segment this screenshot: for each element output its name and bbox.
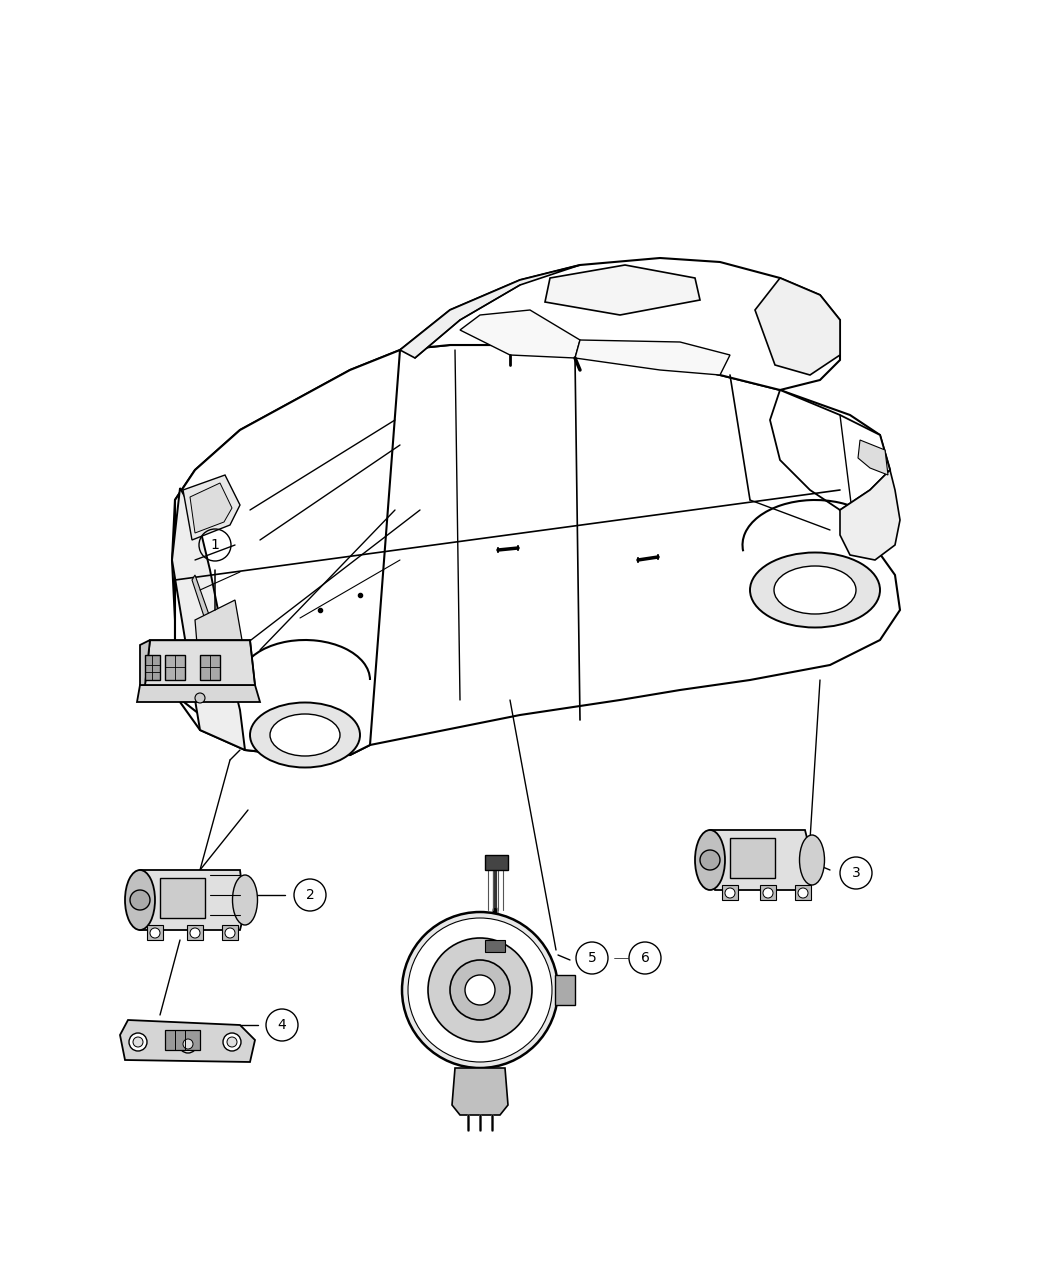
FancyBboxPatch shape [722, 885, 738, 900]
Polygon shape [175, 351, 400, 755]
Polygon shape [136, 685, 260, 703]
FancyBboxPatch shape [222, 924, 238, 940]
Polygon shape [200, 655, 220, 680]
Circle shape [225, 928, 235, 938]
Text: 6: 6 [640, 951, 650, 965]
Polygon shape [145, 640, 255, 685]
Ellipse shape [250, 703, 360, 768]
Polygon shape [755, 278, 840, 375]
Circle shape [150, 928, 160, 938]
Polygon shape [858, 440, 888, 476]
FancyBboxPatch shape [795, 885, 811, 900]
Circle shape [724, 887, 735, 898]
Polygon shape [400, 265, 580, 358]
Ellipse shape [232, 875, 257, 924]
Circle shape [133, 1037, 143, 1047]
Polygon shape [840, 470, 900, 560]
Polygon shape [172, 488, 245, 750]
Circle shape [129, 1033, 147, 1051]
Polygon shape [485, 940, 505, 952]
Circle shape [402, 912, 558, 1068]
Polygon shape [705, 830, 815, 890]
Ellipse shape [799, 835, 824, 885]
Circle shape [450, 960, 510, 1020]
Circle shape [195, 694, 205, 703]
Polygon shape [120, 1020, 255, 1062]
Polygon shape [575, 340, 730, 375]
Polygon shape [545, 265, 700, 315]
Circle shape [227, 1037, 237, 1047]
Text: 4: 4 [277, 1017, 287, 1031]
Polygon shape [160, 878, 205, 918]
Ellipse shape [750, 552, 880, 627]
Polygon shape [165, 655, 185, 680]
Polygon shape [135, 870, 245, 929]
Polygon shape [165, 1030, 200, 1051]
FancyBboxPatch shape [760, 885, 776, 900]
Circle shape [178, 1035, 197, 1053]
Text: 3: 3 [852, 866, 860, 880]
Text: 5: 5 [588, 951, 596, 965]
Polygon shape [183, 476, 240, 541]
Circle shape [408, 918, 552, 1062]
Circle shape [183, 1039, 193, 1049]
Circle shape [763, 887, 773, 898]
Polygon shape [730, 838, 775, 878]
Polygon shape [770, 390, 890, 510]
Circle shape [190, 928, 200, 938]
FancyBboxPatch shape [147, 924, 163, 940]
Circle shape [700, 850, 720, 870]
Text: 1: 1 [211, 538, 219, 552]
Circle shape [223, 1033, 242, 1051]
Polygon shape [192, 575, 238, 703]
Polygon shape [485, 856, 508, 870]
Circle shape [465, 975, 495, 1005]
Polygon shape [400, 258, 840, 390]
Polygon shape [172, 346, 900, 755]
Text: 2: 2 [306, 887, 314, 901]
Ellipse shape [695, 830, 724, 890]
Polygon shape [452, 1068, 508, 1116]
Polygon shape [195, 601, 242, 680]
Ellipse shape [774, 566, 856, 615]
Polygon shape [145, 655, 160, 680]
Ellipse shape [270, 714, 340, 756]
Polygon shape [460, 310, 580, 358]
Ellipse shape [125, 870, 155, 929]
Circle shape [798, 887, 808, 898]
Polygon shape [555, 975, 575, 1005]
Circle shape [130, 890, 150, 910]
Circle shape [428, 938, 532, 1042]
Polygon shape [190, 483, 232, 533]
Polygon shape [140, 640, 150, 685]
FancyBboxPatch shape [187, 924, 203, 940]
